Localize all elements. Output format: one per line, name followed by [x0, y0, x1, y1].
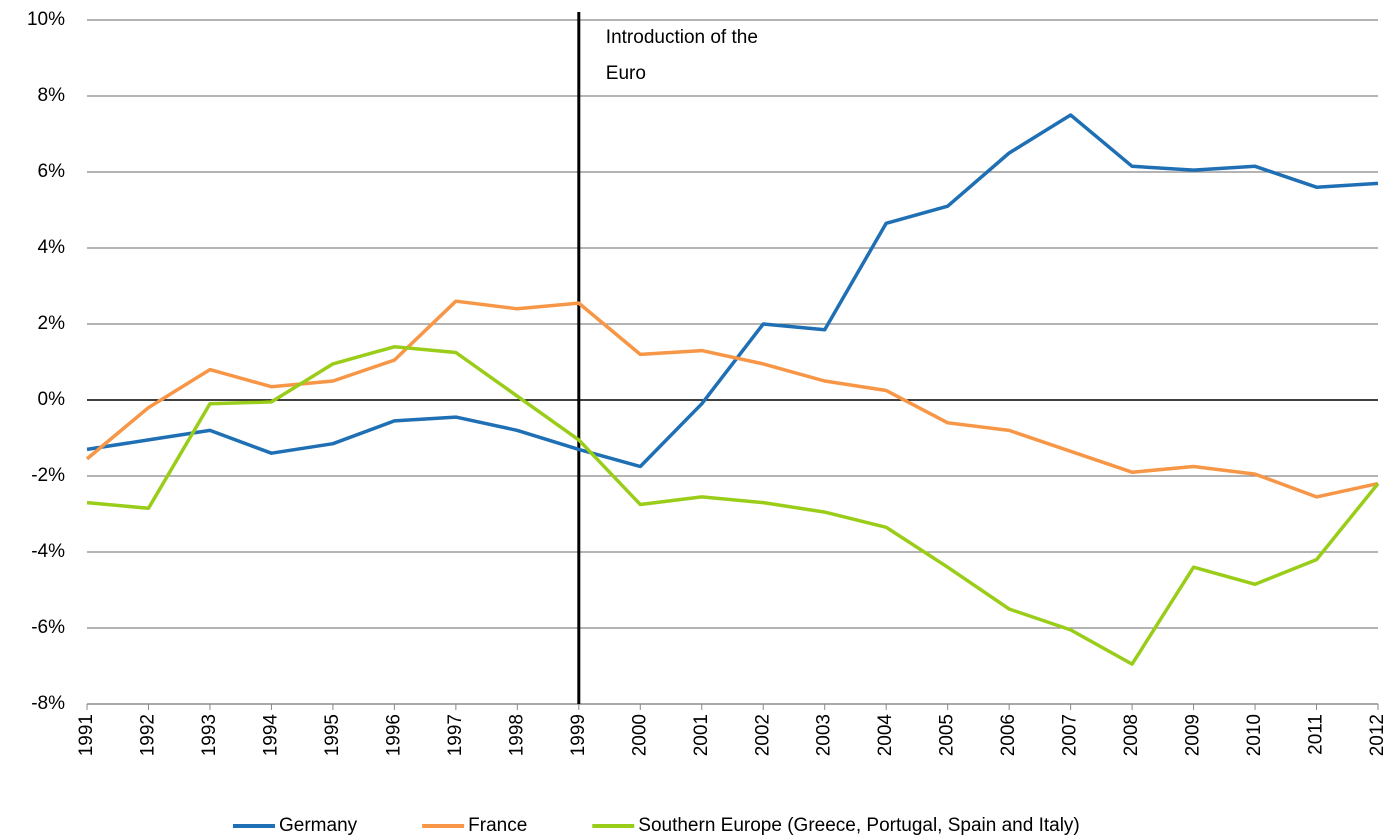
x-tick-label: 2009 [1183, 714, 1204, 756]
y-tick-label: -2% [31, 465, 65, 486]
legend-label: Germany [279, 815, 358, 836]
y-tick-label: 8% [38, 85, 66, 106]
x-tick-label: 1998 [506, 714, 527, 756]
y-tick-label: 6% [38, 161, 66, 182]
y-tick-label: -6% [31, 617, 65, 638]
x-tick-label: 2002 [752, 714, 773, 756]
x-tick-label: 1997 [445, 714, 466, 756]
x-tick-label: 1993 [199, 714, 220, 756]
series-line [85, 299, 1379, 499]
x-tick-label: 2005 [937, 714, 958, 756]
x-tick-label: 2007 [1060, 714, 1081, 756]
x-tick-label: 2006 [998, 714, 1019, 756]
x-tick-label: 2010 [1244, 714, 1265, 756]
y-tick-label: -4% [31, 541, 65, 562]
x-tick-label: 1992 [137, 714, 158, 756]
legend-label: Southern Europe (Greece, Portugal, Spain… [638, 815, 1079, 836]
legend-label: France [468, 815, 527, 836]
x-tick-label: 1999 [568, 714, 589, 756]
x-tick-label: 2011 [1306, 714, 1327, 755]
y-tick-label: 4% [38, 237, 66, 258]
x-tick-label: 1994 [260, 714, 281, 757]
x-tick-label: 2001 [691, 714, 712, 756]
y-tick-label: 0% [38, 389, 66, 410]
y-tick-label: 10% [27, 9, 65, 30]
x-tick-label: 2000 [629, 714, 650, 756]
annotation-text: Euro [606, 63, 646, 84]
annotation-text: Introduction of the [606, 27, 758, 48]
y-tick-label: 2% [38, 313, 66, 334]
x-tick-label: 1991 [76, 714, 97, 756]
x-tick-label: 2012 [1367, 714, 1388, 756]
y-tick-label: -8% [31, 693, 65, 714]
x-tick-label: 2008 [1121, 714, 1142, 756]
series-line [86, 113, 1379, 469]
series-line [86, 345, 1380, 666]
x-tick-label: 2003 [814, 714, 835, 756]
x-tick-label: 1996 [383, 714, 404, 756]
x-tick-label: 1995 [322, 714, 343, 756]
x-tick-label: 2004 [875, 714, 896, 757]
